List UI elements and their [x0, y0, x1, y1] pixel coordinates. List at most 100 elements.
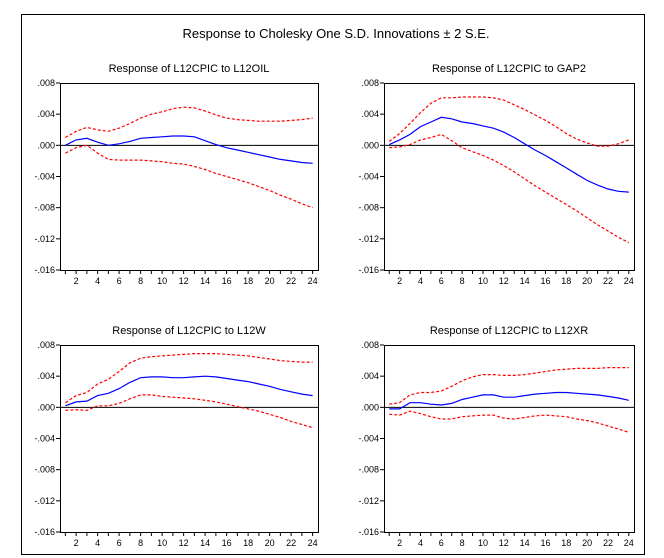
x-tick-label: 6: [117, 538, 122, 548]
x-tick-label: 6: [439, 276, 444, 286]
x-tick-label: 2: [74, 276, 79, 286]
x-tick-label: 20: [582, 538, 592, 548]
x-tick-label: 20: [265, 276, 275, 286]
plot-frame: [60, 83, 319, 271]
x-tick-label: 18: [561, 276, 571, 286]
band-upper-line: [388, 96, 630, 147]
x-tick-label: 14: [200, 538, 210, 548]
x-tick-label: 6: [117, 276, 122, 286]
y-tick-label: -.012: [358, 496, 379, 506]
x-tick-label: 24: [308, 538, 318, 548]
y-tick-label: -.004: [358, 172, 379, 182]
x-tick-label: 22: [286, 276, 296, 286]
y-tick-label: -.004: [34, 434, 55, 444]
band-upper-line: [65, 106, 313, 139]
y-tick-label: -.016: [358, 527, 379, 537]
y-tick-label: .000: [361, 140, 379, 150]
band-lower-line: [65, 394, 313, 429]
y-tick-label: -.012: [34, 234, 55, 244]
y-tick-label: .008: [361, 340, 379, 350]
x-tick-label: 10: [478, 538, 488, 548]
x-tick-label: 16: [222, 538, 232, 548]
x-tick-label: 10: [478, 276, 488, 286]
figure-title: Response to Cholesky One S.D. Innovation…: [182, 26, 489, 41]
y-tick-label: -.008: [358, 465, 379, 475]
x-tick-label: 16: [222, 276, 232, 286]
x-tick-label: 18: [243, 538, 253, 548]
y-tick-label: -.012: [34, 496, 55, 506]
x-tick-label: 22: [603, 276, 613, 286]
x-tick-label: 24: [308, 276, 318, 286]
response-line: [388, 116, 629, 193]
figure-frame: [21, 14, 645, 555]
x-tick-label: 8: [138, 276, 143, 286]
x-tick-label: 2: [74, 538, 79, 548]
x-tick-label: 2: [397, 538, 402, 548]
irf-panel: Response of L12CPIC to GAP2 .008 .004 .000 -…: [358, 63, 635, 286]
x-tick-label: 14: [520, 538, 530, 548]
panel-title: Response of L12CPIC to L12W: [112, 325, 266, 337]
x-tick-label: 20: [265, 538, 275, 548]
panels: Response of L12CPIC to L12OIL .008 .004 .00…: [34, 63, 635, 548]
y-tick-label: -.008: [34, 203, 55, 213]
x-tick-label: 8: [138, 538, 143, 548]
x-tick-label: 18: [561, 538, 571, 548]
x-tick-label: 24: [624, 276, 634, 286]
x-tick-label: 4: [95, 276, 100, 286]
x-tick-label: 16: [540, 538, 550, 548]
y-tick-label: -.008: [358, 203, 379, 213]
irf-panel: Response of L12CPIC to L12W .008 .004 .000 -…: [34, 325, 319, 548]
x-tick-label: 12: [499, 276, 509, 286]
plot-frame: [60, 345, 319, 533]
x-tick-label: 20: [582, 276, 592, 286]
x-tick-label: 24: [624, 538, 634, 548]
x-tick-label: 12: [499, 538, 509, 548]
x-tick-label: 12: [179, 276, 189, 286]
x-tick-label: 18: [243, 276, 253, 286]
panel-title: Response of L12CPIC to L12XR: [430, 325, 588, 337]
y-tick-label: .004: [37, 109, 55, 119]
response-line: [389, 391, 629, 410]
y-tick-label: .004: [361, 371, 379, 381]
irf-panel: Response of L12CPIC to L12XR .008 .004 .000…: [358, 325, 635, 548]
y-tick-label: .000: [361, 402, 379, 412]
response-line: [65, 135, 313, 164]
y-tick-label: .000: [37, 402, 55, 412]
x-tick-label: 12: [179, 538, 189, 548]
irf-panel: Response of L12CPIC to L12OIL .008 .004 .00…: [34, 63, 319, 286]
x-tick-label: 14: [520, 276, 530, 286]
y-tick-label: .004: [37, 371, 55, 381]
x-tick-label: 10: [157, 538, 167, 548]
band-upper-line: [65, 353, 313, 404]
response-line: [65, 375, 313, 407]
y-tick-label: -.016: [34, 265, 55, 275]
band-lower-line: [389, 133, 630, 244]
y-tick-label: -.004: [34, 172, 55, 182]
band-lower-line: [65, 144, 313, 209]
x-tick-label: 8: [460, 276, 465, 286]
y-tick-label: .004: [361, 109, 379, 119]
x-tick-label: 22: [286, 538, 296, 548]
y-tick-label: -.016: [34, 527, 55, 537]
x-tick-label: 4: [418, 538, 423, 548]
x-tick-label: 10: [157, 276, 167, 286]
y-tick-label: -.016: [358, 265, 379, 275]
y-tick-label: -.008: [34, 465, 55, 475]
x-tick-label: 8: [460, 538, 465, 548]
y-tick-label: .000: [37, 140, 55, 150]
y-tick-label: -.012: [358, 234, 379, 244]
y-tick-label: -.004: [358, 434, 379, 444]
x-tick-label: 14: [200, 276, 210, 286]
y-tick-label: .008: [361, 78, 379, 88]
plot-frame: [384, 83, 635, 271]
panel-title: Response of L12CPIC to GAP2: [432, 63, 586, 75]
x-tick-label: 6: [439, 538, 444, 548]
x-tick-label: 4: [95, 538, 100, 548]
x-tick-label: 4: [418, 276, 423, 286]
band-upper-line: [389, 367, 629, 405]
band-lower-line: [389, 410, 629, 433]
x-tick-label: 16: [540, 276, 550, 286]
y-tick-label: .008: [37, 340, 55, 350]
panel-title: Response of L12CPIC to L12OIL: [109, 63, 270, 75]
